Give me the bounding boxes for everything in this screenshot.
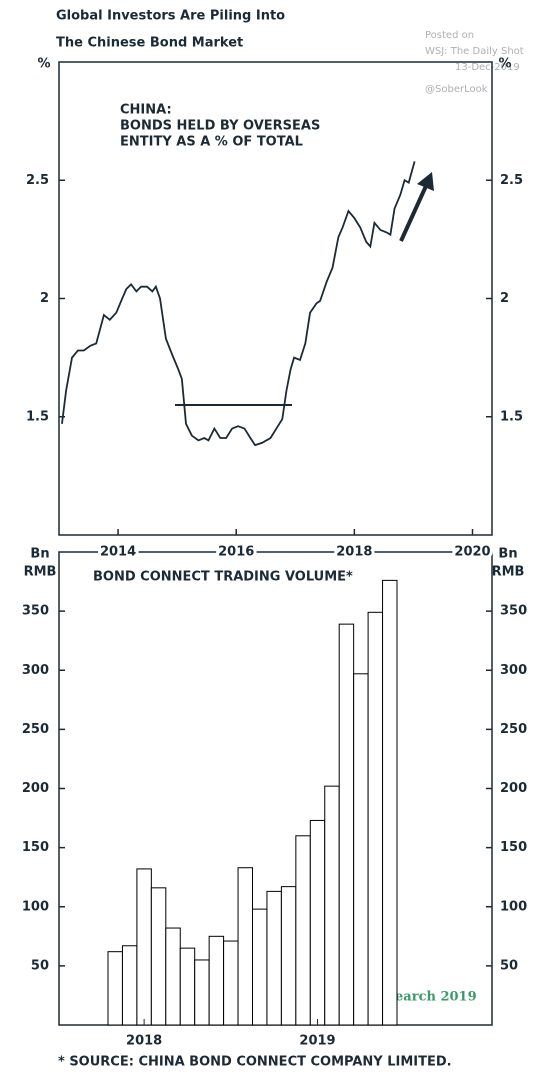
y-tick-label: 50 [31,958,49,973]
y-tick-label: 1.5 [26,409,49,424]
y-unit: % [37,57,50,72]
watermark: Posted on [425,30,474,41]
bar [324,785,340,1026]
bar [280,886,297,1026]
x-tick-label: 2019 [299,1034,335,1049]
bar [107,951,123,1026]
bar [382,579,398,1026]
bar [208,935,225,1026]
bar [165,927,181,1026]
y-unit: RMB [492,565,525,580]
x-tick-label: 2018 [126,1034,162,1049]
y-tick-label: 250 [500,722,527,737]
y-tick-label: 50 [500,958,518,973]
chart-title: BOND CONNECT TRADING VOLUME* [93,570,353,585]
bar [237,867,254,1026]
bar [266,890,282,1026]
annotation: BONDS HELD BY OVERSEAS [120,119,320,134]
y-tick-label: 2.5 [26,173,49,188]
arrow-head [417,172,434,191]
y-tick-label: 150 [22,840,49,855]
y-unit: Bn [30,547,49,562]
y-tick-label: 350 [22,604,49,619]
y-unit: Bn [498,547,517,562]
y-tick-label: 2.5 [500,173,523,188]
x-tick-label: 2020 [454,545,490,560]
y-tick-label: 300 [22,663,49,678]
annotation: ENTITY AS A % OF TOTAL [120,135,303,150]
y-tick-label: 300 [500,663,527,678]
line-series [61,161,416,447]
bar [353,673,369,1026]
bar [136,868,152,1026]
y-tick-label: 250 [22,722,49,737]
y-tick-label: 100 [500,899,527,914]
y-tick-label: 150 [500,840,527,855]
y-tick-label: 200 [22,781,49,796]
y-tick-label: 200 [500,781,527,796]
watermark: WSJ: The Daily Shot [425,46,524,57]
y-tick-label: 1.5 [500,409,523,424]
bar [295,835,311,1026]
y-tick-label: 2 [40,291,49,306]
y-tick-label: 100 [22,899,49,914]
bar [179,947,196,1026]
bar [121,945,138,1026]
x-tick-label: 2014 [100,545,136,560]
trend-arrow [399,185,428,242]
title-line: The Chinese Bond Market [56,36,243,51]
bar [338,623,355,1026]
title-line: Global Investors Are Piling Into [56,9,285,24]
bar [150,887,167,1026]
bar [309,819,326,1026]
y-tick-label: 350 [500,604,527,619]
x-tick-label: 2016 [218,545,254,560]
y-tick-label: 2 [500,291,509,306]
bar [252,908,268,1026]
bar [194,959,210,1026]
y-unit: % [498,57,511,72]
annotation: CHINA: [120,103,172,118]
bar [367,611,384,1026]
y-unit: RMB [24,565,57,580]
watermark: @SoberLook [425,84,488,95]
bar [223,940,239,1026]
source: * SOURCE: CHINA BOND CONNECT COMPANY LIM… [58,1055,452,1070]
x-tick-label: 2018 [336,545,372,560]
watermark: 13-Dec-2019 [455,62,520,73]
